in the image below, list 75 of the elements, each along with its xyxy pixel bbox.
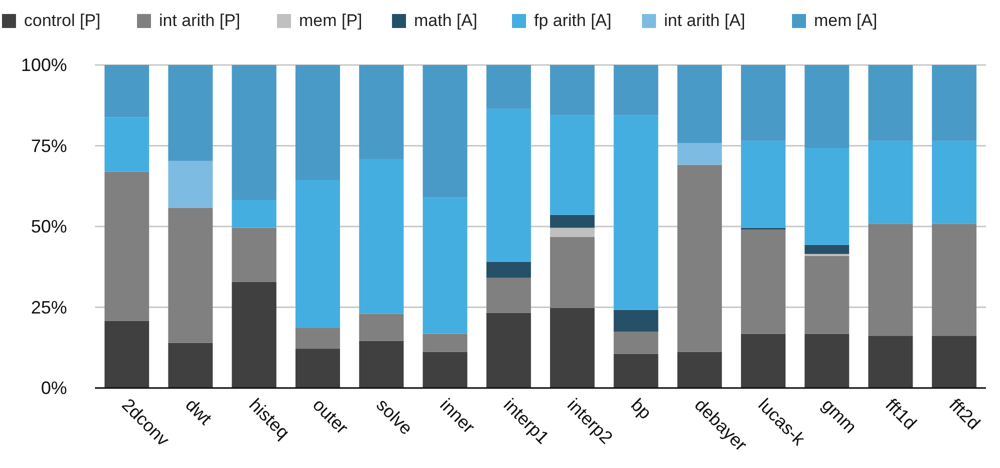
bar	[740, 140, 786, 228]
bar	[486, 262, 531, 278]
y-tick-label: 100%	[20, 55, 67, 75]
bar	[804, 334, 850, 388]
bar	[104, 65, 150, 118]
bar	[614, 354, 658, 388]
bar	[422, 352, 468, 388]
bar	[168, 342, 213, 388]
bar	[232, 200, 276, 228]
bar	[486, 65, 531, 109]
bar	[422, 334, 468, 352]
x-tick-label: dwt	[182, 394, 216, 429]
bar	[614, 332, 658, 354]
bar	[677, 143, 722, 165]
bar	[868, 224, 913, 336]
bar	[168, 208, 213, 343]
y-tick-label: 50%	[30, 216, 67, 236]
y-tick-label: 75%	[30, 136, 67, 156]
legend-label: mem [P]	[299, 11, 362, 30]
x-tick-label: bp	[627, 394, 656, 423]
bar	[422, 198, 468, 334]
bar	[740, 334, 786, 388]
bar	[614, 115, 658, 310]
bar	[932, 224, 976, 336]
legend-label: fp arith [A]	[534, 11, 612, 30]
legend-label: int arith [A]	[664, 11, 746, 30]
bar	[104, 320, 150, 388]
bar	[295, 65, 340, 180]
bar	[295, 328, 340, 349]
bar	[359, 65, 404, 159]
bar	[932, 65, 976, 141]
y-tick-label: 25%	[30, 297, 67, 318]
bar	[104, 117, 150, 172]
bar	[804, 148, 850, 245]
bar	[550, 308, 595, 388]
bar	[804, 256, 850, 334]
bar	[168, 65, 213, 161]
bar	[422, 65, 468, 198]
bar	[550, 236, 595, 308]
bar	[168, 160, 213, 208]
bar	[359, 158, 404, 314]
bar	[359, 314, 404, 341]
bar	[740, 230, 786, 334]
bar	[295, 348, 340, 388]
bar	[740, 65, 786, 141]
legend-label: int arith [P]	[159, 11, 240, 30]
bar	[232, 65, 276, 200]
bar	[932, 336, 976, 388]
bar	[359, 340, 404, 388]
bar	[932, 140, 976, 224]
bar	[295, 180, 340, 328]
bar	[550, 65, 595, 116]
bar	[614, 310, 658, 332]
bar	[804, 244, 850, 254]
bar	[486, 108, 531, 262]
bar	[232, 282, 276, 388]
bar	[614, 65, 658, 116]
bar	[677, 352, 722, 388]
y-tick-label: 0%	[40, 378, 67, 398]
bar	[677, 164, 722, 352]
legend-label: mem [A]	[814, 11, 878, 30]
bar	[486, 278, 531, 313]
bar	[486, 312, 531, 388]
legend-label: math [A]	[414, 11, 478, 30]
bar	[104, 172, 150, 321]
bar	[550, 228, 595, 237]
bar	[868, 336, 913, 388]
bar	[804, 65, 850, 148]
bar	[232, 228, 276, 282]
bar	[868, 140, 913, 224]
bar	[550, 214, 595, 228]
legend-label: control [P]	[24, 11, 101, 30]
bar	[677, 65, 722, 144]
bar	[550, 115, 595, 215]
bar	[868, 65, 913, 141]
